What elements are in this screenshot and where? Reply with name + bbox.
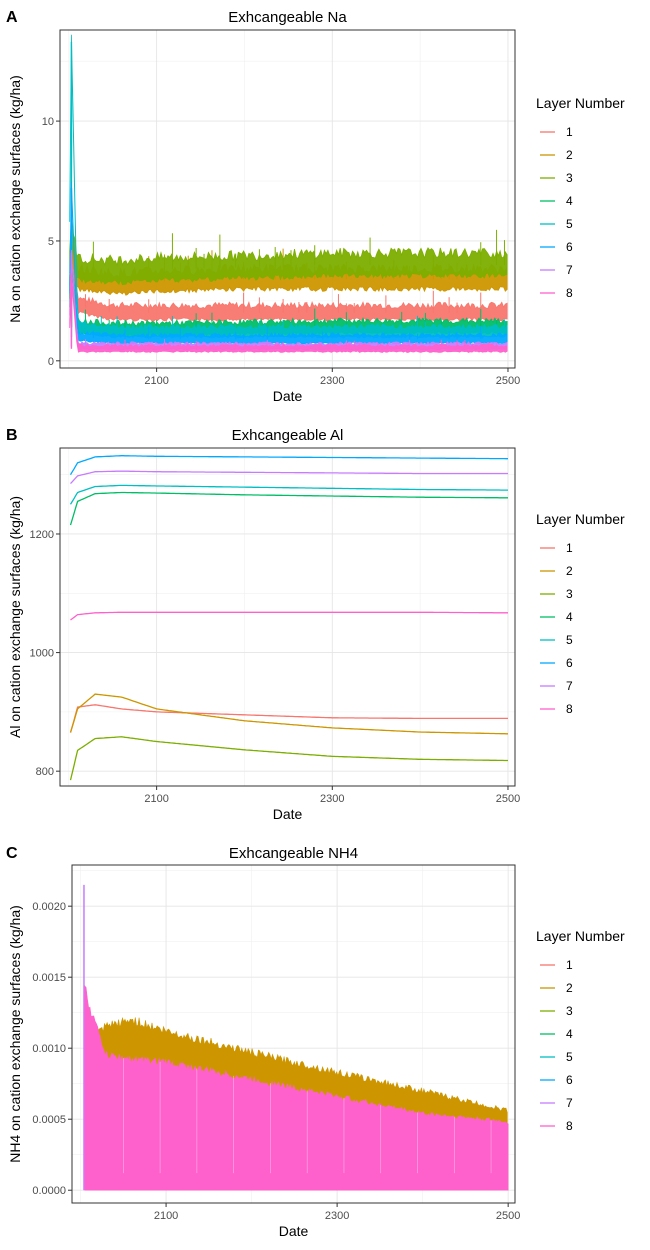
series-4 — [69, 491, 508, 526]
series-line-1 — [69, 235, 508, 323]
chart-title: Exhcangeable NH4 — [229, 845, 358, 862]
legend-label: 4 — [566, 610, 573, 624]
data-layer — [83, 884, 509, 1191]
x-tick-label: 2500 — [496, 375, 520, 387]
legend-label: 8 — [566, 1119, 573, 1133]
x-tick-label: 2300 — [325, 1210, 349, 1222]
legend-label: 5 — [566, 633, 573, 647]
legend-label: 1 — [566, 541, 573, 555]
y-tick-label: 0.0020 — [32, 901, 66, 913]
series-area-8 — [84, 985, 509, 1191]
series-line-3 — [69, 219, 508, 286]
y-tick-label: 0 — [48, 356, 54, 368]
panel-letter: A — [6, 9, 18, 26]
data-layer — [69, 455, 508, 781]
legend-title: Layer Number — [536, 95, 625, 111]
legend-label: 3 — [566, 171, 573, 185]
legend-label: 4 — [566, 1027, 573, 1041]
legend-title: Layer Number — [536, 511, 625, 527]
series-6 — [69, 455, 508, 476]
y-tick-label: 1200 — [30, 529, 54, 541]
chart-title: Exhcangeable Na — [228, 9, 347, 26]
y-tick-label: 5 — [48, 236, 54, 248]
legend-label: 8 — [566, 702, 573, 716]
legend-label: 8 — [566, 286, 573, 300]
series-8 — [70, 611, 508, 621]
panel-letter: B — [6, 427, 18, 444]
x-axis-title: Date — [273, 806, 303, 822]
x-tick-label: 2300 — [320, 793, 344, 805]
x-tick-label: 2500 — [496, 793, 520, 805]
y-tick-label: 0.0000 — [32, 1185, 66, 1197]
chart-panel-c: C Exhcangeable NH4 2100 2300 2500 0.0000 0.000… — [6, 845, 625, 1239]
x-tick-label: 2100 — [144, 793, 168, 805]
legend-label: 6 — [566, 1073, 573, 1087]
series-line-4 — [69, 491, 508, 526]
data-layer — [69, 34, 508, 353]
x-axis-title: Date — [273, 388, 303, 404]
legend-label: 3 — [566, 1004, 573, 1018]
y-tick-label: 10 — [42, 116, 54, 128]
legend-label: 1 — [566, 958, 573, 972]
legend: Layer Number 1 2 3 4 5 6 7 8 — [536, 95, 625, 300]
legend: Layer Number 1 2 3 4 5 6 7 8 — [536, 928, 625, 1133]
y-tick-label: 800 — [36, 766, 54, 778]
plot-area — [60, 448, 515, 786]
chart-panel-b: B Exhcangeable Al 2100 2300 2500 800 1000 1200 D… — [6, 427, 625, 822]
series-line-8 — [69, 273, 508, 353]
x-tick-label: 2100 — [144, 375, 168, 387]
legend-label: 2 — [566, 148, 573, 162]
series-line-7 — [70, 470, 508, 485]
legend-title: Layer Number — [536, 928, 625, 944]
x-tick-label: 2500 — [496, 1210, 520, 1222]
plot-border — [59, 29, 516, 369]
series-2 — [69, 693, 508, 735]
plot-border — [59, 447, 516, 787]
series-line-6 — [69, 455, 508, 476]
y-axis-title: Al on cation exchange surfaces (kg/ha) — [7, 496, 23, 738]
x-tick-label: 2300 — [320, 375, 344, 387]
y-axis-title: NH4 on cation exchange surfaces (kg/ha) — [7, 905, 23, 1163]
legend-label: 5 — [566, 1050, 573, 1064]
series-line-1 — [69, 704, 508, 733]
y-tick-label: 0.0010 — [32, 1043, 66, 1055]
y-axis-title: Na on cation exchange surfaces (kg/ha) — [7, 75, 23, 322]
series-line-5 — [69, 484, 508, 505]
legend-label: 6 — [566, 656, 573, 670]
legend-label: 7 — [566, 679, 573, 693]
series-8 — [69, 273, 508, 353]
legend-label: 7 — [566, 263, 573, 277]
chart-title: Exhcangeable Al — [232, 427, 344, 444]
series-5 — [69, 484, 508, 505]
series-3 — [69, 736, 508, 781]
legend-label: 5 — [566, 217, 573, 231]
y-tick-label: 0.0015 — [32, 972, 66, 984]
legend-label: 2 — [566, 564, 573, 578]
series-8 — [84, 985, 509, 1191]
panel-letter: C — [6, 845, 18, 862]
x-tick-label: 2100 — [154, 1210, 178, 1222]
legend-label: 4 — [566, 194, 573, 208]
legend-label: 1 — [566, 125, 573, 139]
plot-border — [71, 864, 516, 1204]
series-1 — [69, 704, 508, 733]
legend-label: 3 — [566, 587, 573, 601]
series-7 — [70, 470, 508, 485]
legend-label: 6 — [566, 240, 573, 254]
legend-label: 7 — [566, 1096, 573, 1110]
y-tick-label: 1000 — [30, 648, 54, 660]
series-line-8 — [70, 611, 508, 621]
series-line-3 — [69, 736, 508, 781]
chart-panel-a: A Exhcangeable Na 2100 2300 2500 0 5 10 Date Na o… — [6, 9, 625, 404]
legend-label: 2 — [566, 981, 573, 995]
series-line-2 — [69, 693, 508, 735]
legend: Layer Number 1 2 3 4 5 6 7 8 — [536, 511, 625, 716]
y-tick-label: 0.0005 — [32, 1114, 66, 1126]
x-axis-title: Date — [279, 1223, 309, 1239]
